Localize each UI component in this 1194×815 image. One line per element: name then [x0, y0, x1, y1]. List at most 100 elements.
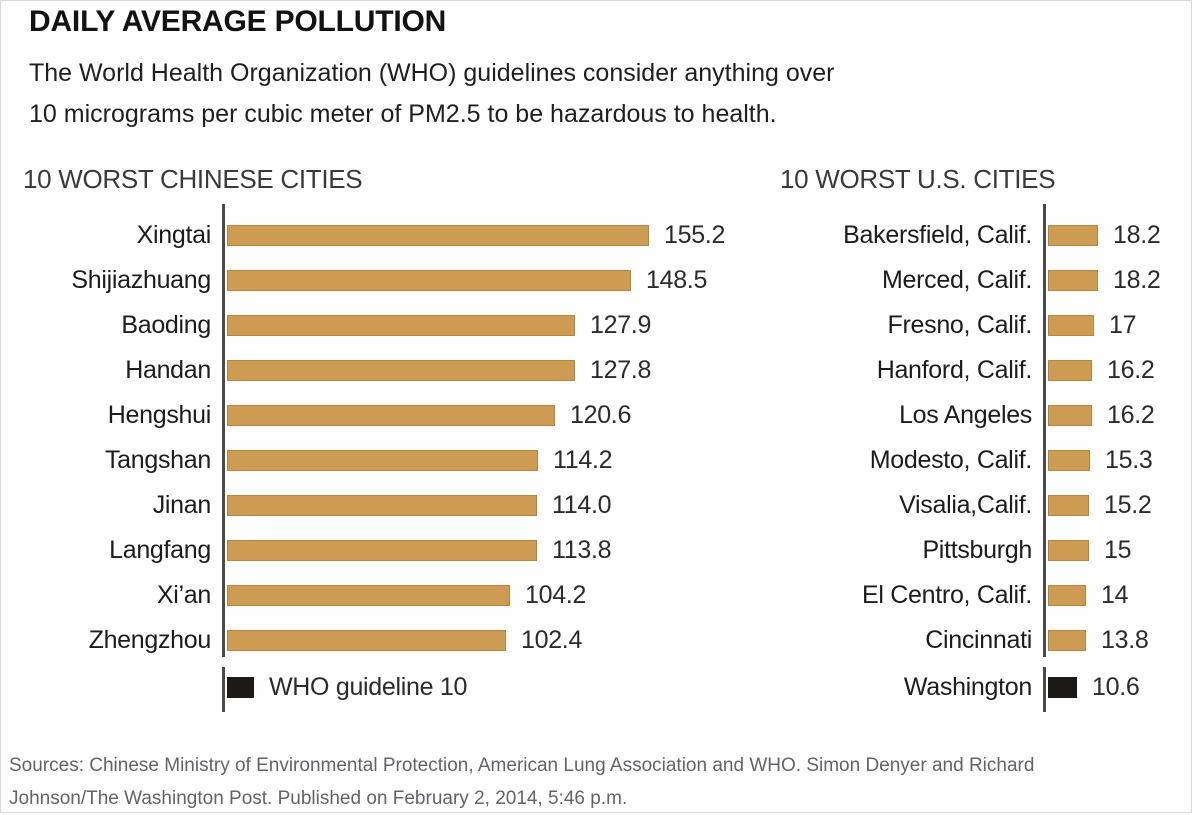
chart-row: Pittsburgh 15 — [761, 528, 1194, 573]
chart-rows: Xingtai 155.2 Shijiazhuang 148.5 Baoding 127.… — [1, 204, 761, 663]
pollution-bar — [1048, 405, 1092, 426]
pollution-bar — [227, 450, 538, 471]
bar-zone: 104.2 — [227, 581, 586, 610]
city-label: Bakersfield, Calif. — [843, 221, 1032, 249]
pollution-bar — [1048, 540, 1089, 561]
bar-zone: 15.3 — [1048, 446, 1153, 475]
city-label: Baoding — [121, 311, 211, 339]
legend-row-container: WHO guideline 10 — [1, 665, 761, 712]
value-label: 113.8 — [552, 536, 612, 564]
chart-row: Washington 10.6 — [761, 665, 1194, 710]
value-label: 104.2 — [525, 581, 587, 609]
chart-row: Hengshui 120.6 — [1, 393, 761, 438]
bar-zone: 17 — [1048, 311, 1137, 340]
value-label: 18.2 — [1113, 266, 1161, 294]
pollution-bar — [1048, 450, 1090, 471]
city-label: Fresno, Calif. — [887, 311, 1033, 339]
chart-row: Jinan 114.0 — [1, 483, 761, 528]
bar-zone: WHO guideline 10 — [227, 673, 467, 702]
pollution-bar — [227, 495, 537, 516]
value-label: 148.5 — [646, 266, 708, 294]
pollution-bar — [1048, 630, 1086, 651]
axis-line-segment — [222, 667, 225, 712]
pollution-bar — [1048, 585, 1086, 606]
value-label: 102.4 — [521, 626, 583, 654]
bar-zone: 120.6 — [227, 401, 631, 430]
chart-row: Baoding 127.9 — [1, 303, 761, 348]
bar-zone: 102.4 — [227, 626, 582, 655]
city-label: Modesto, Calif. — [869, 446, 1033, 474]
pollution-bar — [227, 225, 649, 246]
chart-row: Merced, Calif. 18.2 — [761, 258, 1194, 303]
value-label: 114.2 — [553, 446, 613, 474]
city-label: Handan — [125, 356, 211, 384]
bar-zone: 13.8 — [1048, 626, 1149, 655]
city-label: Hanford, Calif. — [876, 356, 1033, 384]
city-label: Shijiazhuang — [71, 266, 211, 294]
city-label: Langfang — [109, 536, 211, 564]
chart-row: El Centro, Calif. 14 — [761, 573, 1194, 618]
pollution-bar — [227, 270, 631, 291]
pollution-bar — [227, 585, 510, 606]
chart-row: Fresno, Calif. 17 — [761, 303, 1194, 348]
bar-zone: 16.2 — [1048, 356, 1155, 385]
chart-row: Los Angeles 16.2 — [761, 393, 1194, 438]
chart-row: Visalia,Calif. 15.2 — [761, 483, 1194, 528]
section-header-chinese-cities: 10 WORST CHINESE CITIES — [23, 164, 363, 194]
page-title: DAILY AVERAGE POLLUTION — [29, 5, 447, 38]
city-label: Cincinnati — [925, 626, 1032, 654]
value-label: 16.2 — [1107, 356, 1155, 384]
city-label: Tangshan — [104, 446, 211, 474]
value-label: 16.2 — [1107, 401, 1155, 429]
value-label: 15.2 — [1104, 491, 1152, 519]
source-line-2: Johnson/The Washington Post. Published o… — [9, 788, 628, 809]
value-label: WHO guideline 10 — [269, 673, 468, 701]
city-label: Xi’an — [156, 581, 211, 609]
section-header-us-cities: 10 WORST U.S. CITIES — [780, 164, 1056, 194]
value-label: 17 — [1109, 311, 1137, 339]
subtitle-line-1: The World Health Organization (WHO) guid… — [29, 59, 835, 87]
city-label: El Centro, Calif. — [862, 581, 1032, 609]
pollution-bar — [227, 405, 555, 426]
pollution-bar — [227, 540, 537, 561]
city-label: Washington — [903, 673, 1032, 701]
highlight-bar — [227, 677, 254, 698]
bar-zone: 18.2 — [1048, 221, 1161, 250]
value-label: 127.9 — [590, 311, 652, 339]
value-label: 114.0 — [552, 491, 612, 519]
pollution-bar — [227, 360, 575, 381]
city-label: Zhengzhou — [88, 626, 212, 654]
chart-row: Handan 127.8 — [1, 348, 761, 393]
chart-us-cities: Bakersfield, Calif. 18.2 Merced, Calif. 18.… — [761, 204, 1194, 712]
value-label: 15.3 — [1105, 446, 1153, 474]
pollution-bar — [1048, 360, 1092, 381]
value-label: 127.8 — [590, 356, 652, 384]
subtitle-line-2: 10 micrograms per cubic meter of PM2.5 t… — [29, 100, 777, 128]
pollution-bar — [1048, 495, 1089, 516]
bar-zone: 15 — [1048, 536, 1132, 565]
bar-zone: 15.2 — [1048, 491, 1152, 520]
pollution-bar — [227, 630, 506, 651]
value-label: 15 — [1104, 536, 1132, 564]
bar-zone: 114.0 — [227, 491, 612, 520]
pollution-bar — [1048, 270, 1098, 291]
bar-zone: 14 — [1048, 581, 1129, 610]
axis-line — [222, 204, 225, 657]
chart-row: Zhengzhou 102.4 — [1, 618, 761, 663]
chart-row: Shijiazhuang 148.5 — [1, 258, 761, 303]
value-label: 18.2 — [1113, 221, 1161, 249]
bar-zone: 148.5 — [227, 266, 707, 295]
value-label: 155.2 — [664, 221, 726, 249]
chart-row: WHO guideline 10 — [1, 665, 761, 710]
washington-row-container: Washington 10.6 — [761, 665, 1194, 712]
bar-zone: 16.2 — [1048, 401, 1155, 430]
chart-row: Langfang 113.8 — [1, 528, 761, 573]
chart-row: Cincinnati 13.8 — [761, 618, 1194, 663]
city-label: Jinan — [152, 491, 212, 519]
bar-zone: 155.2 — [227, 221, 725, 250]
chart-row: Modesto, Calif. 15.3 — [761, 438, 1194, 483]
value-label: 120.6 — [570, 401, 632, 429]
value-label: 10.6 — [1092, 673, 1140, 701]
pollution-bar — [1048, 315, 1094, 336]
